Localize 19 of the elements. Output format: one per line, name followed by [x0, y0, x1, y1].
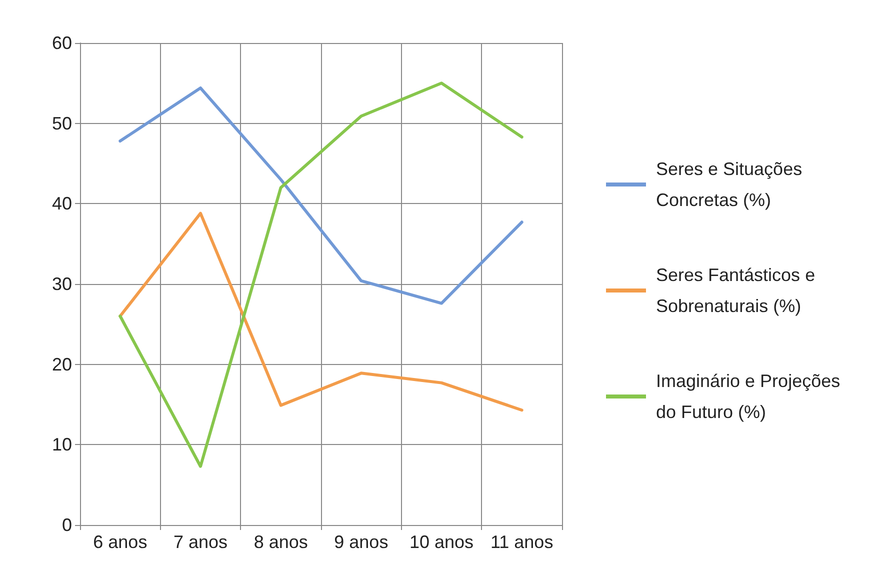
legend-label: Seres Fantásticos e Sobrenaturais (%)	[656, 265, 820, 316]
x-tick-label: 7 anos	[173, 532, 228, 552]
x-tick-label: 11 anos	[490, 532, 554, 552]
line-series	[118, 82, 524, 468]
y-tick-label: 30	[52, 274, 72, 294]
legend-label: Seres e Situações Concretas (%)	[656, 159, 808, 210]
x-tick-label: 6 anos	[93, 532, 148, 552]
y-tick-label: 40	[52, 194, 72, 214]
line-series	[118, 86, 524, 305]
x-tick-label: 8 anos	[254, 532, 308, 552]
line-series	[118, 212, 524, 412]
y-tick-label: 60	[52, 33, 72, 53]
y-tick-label: 0	[62, 515, 72, 535]
x-tick-label: 9 anos	[334, 532, 388, 552]
y-tick-label: 20	[52, 354, 72, 374]
y-tick-label: 50	[52, 113, 72, 134]
legend-label: Imaginário e Projeções do Futuro (%)	[656, 371, 846, 422]
x-tick-label: 10 anos	[409, 532, 474, 552]
y-tick-label: 10	[52, 434, 72, 455]
